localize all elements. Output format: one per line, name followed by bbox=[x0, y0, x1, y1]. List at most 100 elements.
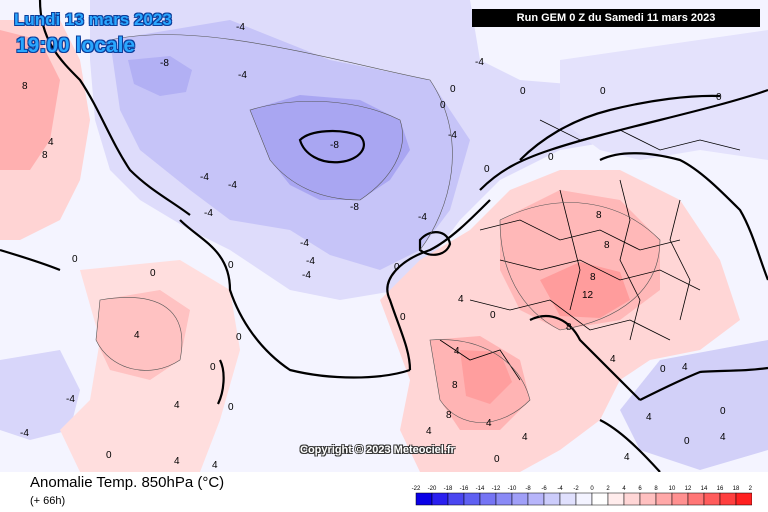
contour-label: 8 bbox=[590, 272, 596, 283]
contour-label: 4 bbox=[174, 456, 180, 467]
colorbar-tick-label: 2 bbox=[606, 486, 610, 492]
colorbar-tick-label: 12 bbox=[685, 486, 692, 492]
colorbar-tick-label: -22 bbox=[412, 486, 421, 492]
contour-label: 4 bbox=[610, 354, 616, 365]
warm-anomaly-atlantic-core bbox=[96, 290, 190, 380]
contour-label: -4 bbox=[238, 70, 247, 81]
contour-label: 0 bbox=[210, 362, 216, 373]
contour-label: -4 bbox=[200, 172, 209, 183]
colorbar-swatch bbox=[511, 492, 529, 506]
model-run-label: Run GEM 0 Z du Samedi 11 mars 2023 bbox=[472, 9, 760, 27]
colorbar-tick-label: 8 bbox=[654, 486, 658, 492]
contour-label: 0 bbox=[236, 332, 242, 343]
coastlines bbox=[0, 0, 768, 472]
colorbar-tick-label: -6 bbox=[541, 486, 547, 492]
contour-label: -4 bbox=[66, 394, 75, 405]
contour-label: 0 bbox=[150, 268, 156, 279]
forecast-time: 19:00 locale bbox=[16, 34, 136, 57]
contour-label: 4 bbox=[522, 432, 528, 443]
warm-anomaly-spain-core bbox=[460, 350, 512, 404]
contour-label: 0 bbox=[484, 164, 490, 175]
contour-label: 4 bbox=[682, 362, 688, 373]
colorbar-swatch bbox=[575, 492, 593, 506]
colorbar-tick-label: -14 bbox=[476, 486, 485, 492]
contour-label: 0 bbox=[106, 450, 112, 461]
contour-label: 8 bbox=[604, 240, 610, 251]
colorbar-swatch bbox=[495, 492, 513, 506]
contour-label: 4 bbox=[486, 418, 492, 429]
colorbar-tick-label: -2 bbox=[573, 486, 579, 492]
contour-label: 4 bbox=[624, 452, 630, 463]
contour-label: 8 bbox=[22, 81, 28, 92]
contour-label: 0 bbox=[684, 436, 690, 447]
colorbar-swatch bbox=[623, 492, 641, 506]
warm-anomaly-greenland-core bbox=[0, 30, 60, 170]
colorbar-tick-label: 14 bbox=[701, 486, 708, 492]
colorbar-swatch bbox=[703, 492, 721, 506]
colorbar-tick-label: 18 bbox=[733, 486, 740, 492]
parameter-title: Anomalie Temp. 850hPa (°C) bbox=[30, 474, 225, 491]
contour-label: 8 bbox=[566, 322, 572, 333]
isotherm-contours bbox=[95, 34, 661, 423]
contour-label: 0 bbox=[494, 454, 500, 465]
colorbar-tick-label: -20 bbox=[428, 486, 437, 492]
contour-label: -4 bbox=[236, 22, 245, 33]
contour-label: -4 bbox=[300, 238, 309, 249]
contour-label: 4 bbox=[458, 294, 464, 305]
contour-label: 4 bbox=[134, 330, 140, 341]
colorbar-swatch bbox=[527, 492, 545, 506]
contour-label: 4 bbox=[720, 432, 726, 443]
colorbar-swatch bbox=[591, 492, 609, 506]
contour-label: 8 bbox=[596, 210, 602, 221]
color-scale-bar: -22 -20 -18 -16 -14 -12 -10 -8 -6 -4 -2 0 2 4 6 8 10 12 14… bbox=[412, 486, 752, 506]
contour-label: 4 bbox=[454, 346, 460, 357]
contour-label: 0 bbox=[400, 312, 406, 323]
forecast-lead-time: (+ 66h) bbox=[30, 495, 66, 507]
contour-label: 0 bbox=[394, 262, 400, 273]
colorbar-tick-label: -12 bbox=[492, 486, 501, 492]
contour-label: -4 bbox=[448, 130, 457, 141]
cold-anomaly-southwest bbox=[0, 350, 80, 440]
cold-anomaly-core bbox=[250, 95, 410, 200]
colorbar-tick-label: -4 bbox=[557, 486, 563, 492]
colorbar-tick-label: 20 bbox=[749, 486, 752, 492]
colorbar-tick-label: -10 bbox=[508, 486, 517, 492]
colorbar-tick-label: 0 bbox=[590, 486, 594, 492]
contour-label: 0 bbox=[490, 310, 496, 321]
legend-footer bbox=[0, 472, 768, 512]
cold-anomaly-southeast bbox=[620, 340, 768, 470]
country-borders bbox=[439, 119, 741, 381]
contour-label: 4 bbox=[48, 137, 54, 148]
colorbar-swatch bbox=[431, 492, 449, 506]
contour-label: -4 bbox=[306, 256, 315, 267]
contour-label: 0 bbox=[228, 402, 234, 413]
contour-label: 0 bbox=[548, 152, 554, 163]
contour-label: -4 bbox=[228, 180, 237, 191]
colorbar-tick-label: 4 bbox=[622, 486, 626, 492]
contour-label: -8 bbox=[330, 140, 339, 151]
contour-label: 0 bbox=[716, 92, 722, 103]
colorbar-swatch bbox=[687, 492, 705, 506]
contour-label: -4 bbox=[475, 57, 484, 68]
contour-label: 0 bbox=[720, 406, 726, 417]
cold-anomaly-west-core bbox=[128, 56, 192, 96]
colorbar-swatch bbox=[543, 492, 561, 506]
colorbar-tick-label: -16 bbox=[460, 486, 469, 492]
contour-label: 0 bbox=[660, 364, 666, 375]
colorbar-swatch bbox=[719, 492, 737, 506]
contour-label: 0 bbox=[600, 86, 606, 97]
colorbar-swatch bbox=[415, 492, 433, 506]
colorbar-tick-label: -18 bbox=[444, 486, 453, 492]
contour-label: -4 bbox=[20, 428, 29, 439]
forecast-date: Lundi 13 mars 2023 bbox=[14, 10, 172, 29]
contour-label: 12 bbox=[582, 290, 594, 301]
colorbar-tick-label: 16 bbox=[717, 486, 724, 492]
contour-label: 4 bbox=[174, 400, 180, 411]
warm-anomaly-alps-core bbox=[540, 262, 630, 318]
cold-anomaly-scandinavia bbox=[560, 30, 768, 160]
contour-label: 8 bbox=[42, 150, 48, 161]
contour-label: 0 bbox=[228, 260, 234, 271]
colorbar-swatch bbox=[479, 492, 497, 506]
